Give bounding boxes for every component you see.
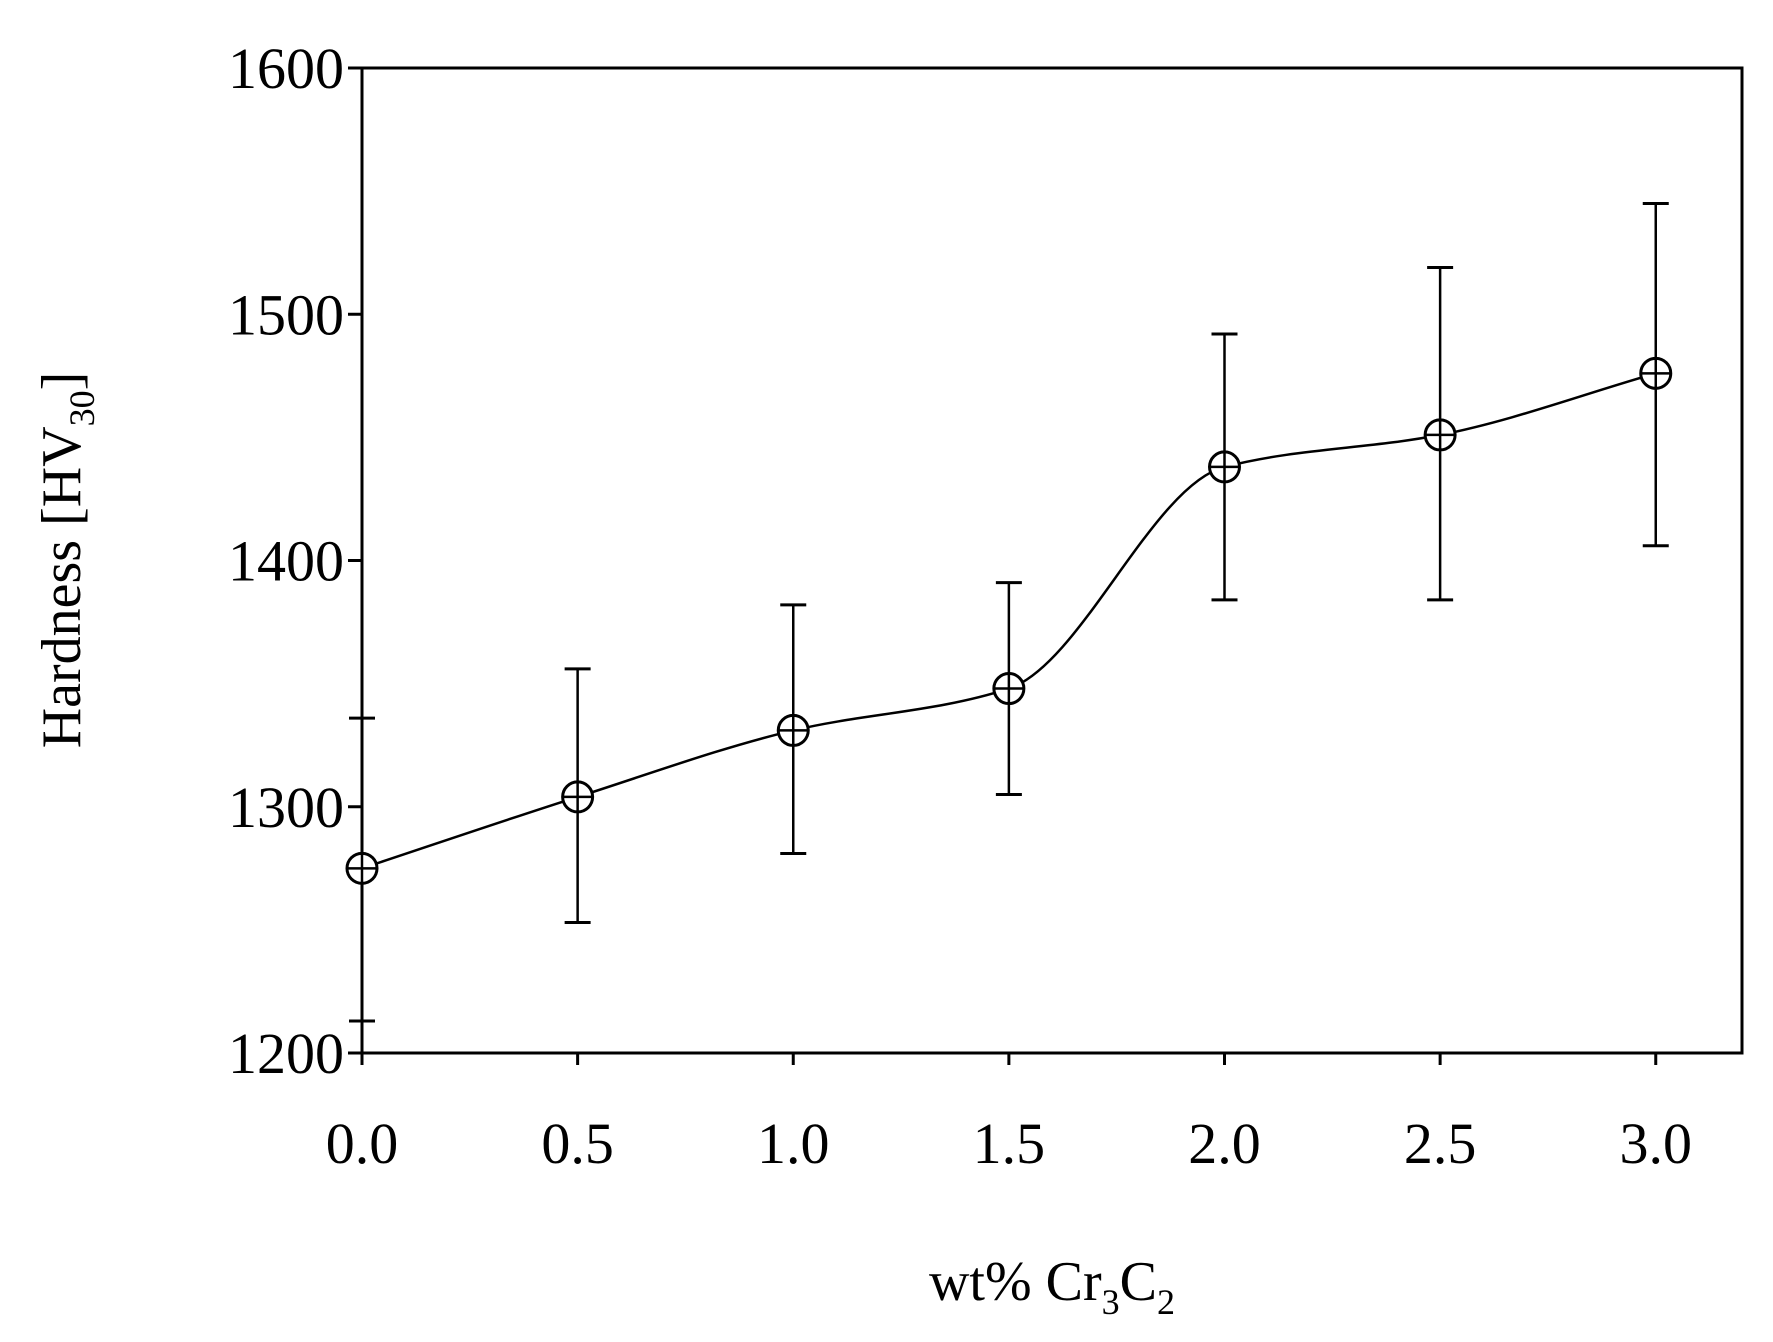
- y-axis-title: Hardness [HV30]: [31, 372, 102, 749]
- y-tick-label: 1300: [228, 775, 344, 840]
- data-markers: [345, 356, 1673, 885]
- y-tick-label: 1500: [228, 282, 344, 347]
- data-point: [561, 780, 595, 814]
- data-point: [1423, 418, 1457, 452]
- x-tick-label: 1.5: [973, 1111, 1046, 1176]
- data-point: [1208, 450, 1241, 484]
- y-tick-label: 1200: [228, 1021, 344, 1086]
- x-axis-title: wt% Cr3C2: [929, 1251, 1175, 1322]
- x-tick-label: 0.0: [326, 1111, 399, 1176]
- x-tick-label: 3.0: [1620, 1111, 1693, 1176]
- data-point: [776, 713, 810, 747]
- x-tick-label: 0.5: [541, 1111, 614, 1176]
- y-axis-ticks: 1200 1300 1400 1500 1600: [228, 36, 362, 1086]
- data-point: [345, 851, 379, 885]
- x-tick-label: 1.0: [757, 1111, 830, 1176]
- y-tick-label: 1400: [228, 529, 344, 594]
- error-bars: [349, 201, 1669, 1023]
- data-point: [1639, 356, 1673, 390]
- x-axis-ticks: 0.0 0.5 1.0 1.5 2.0 2.5 3.0: [326, 1053, 1692, 1176]
- x-tick-label: 2.0: [1188, 1111, 1261, 1176]
- data-point: [992, 672, 1026, 706]
- plot-frame: [360, 66, 1744, 1055]
- y-tick-label: 1600: [228, 36, 344, 101]
- x-tick-label: 2.5: [1404, 1111, 1477, 1176]
